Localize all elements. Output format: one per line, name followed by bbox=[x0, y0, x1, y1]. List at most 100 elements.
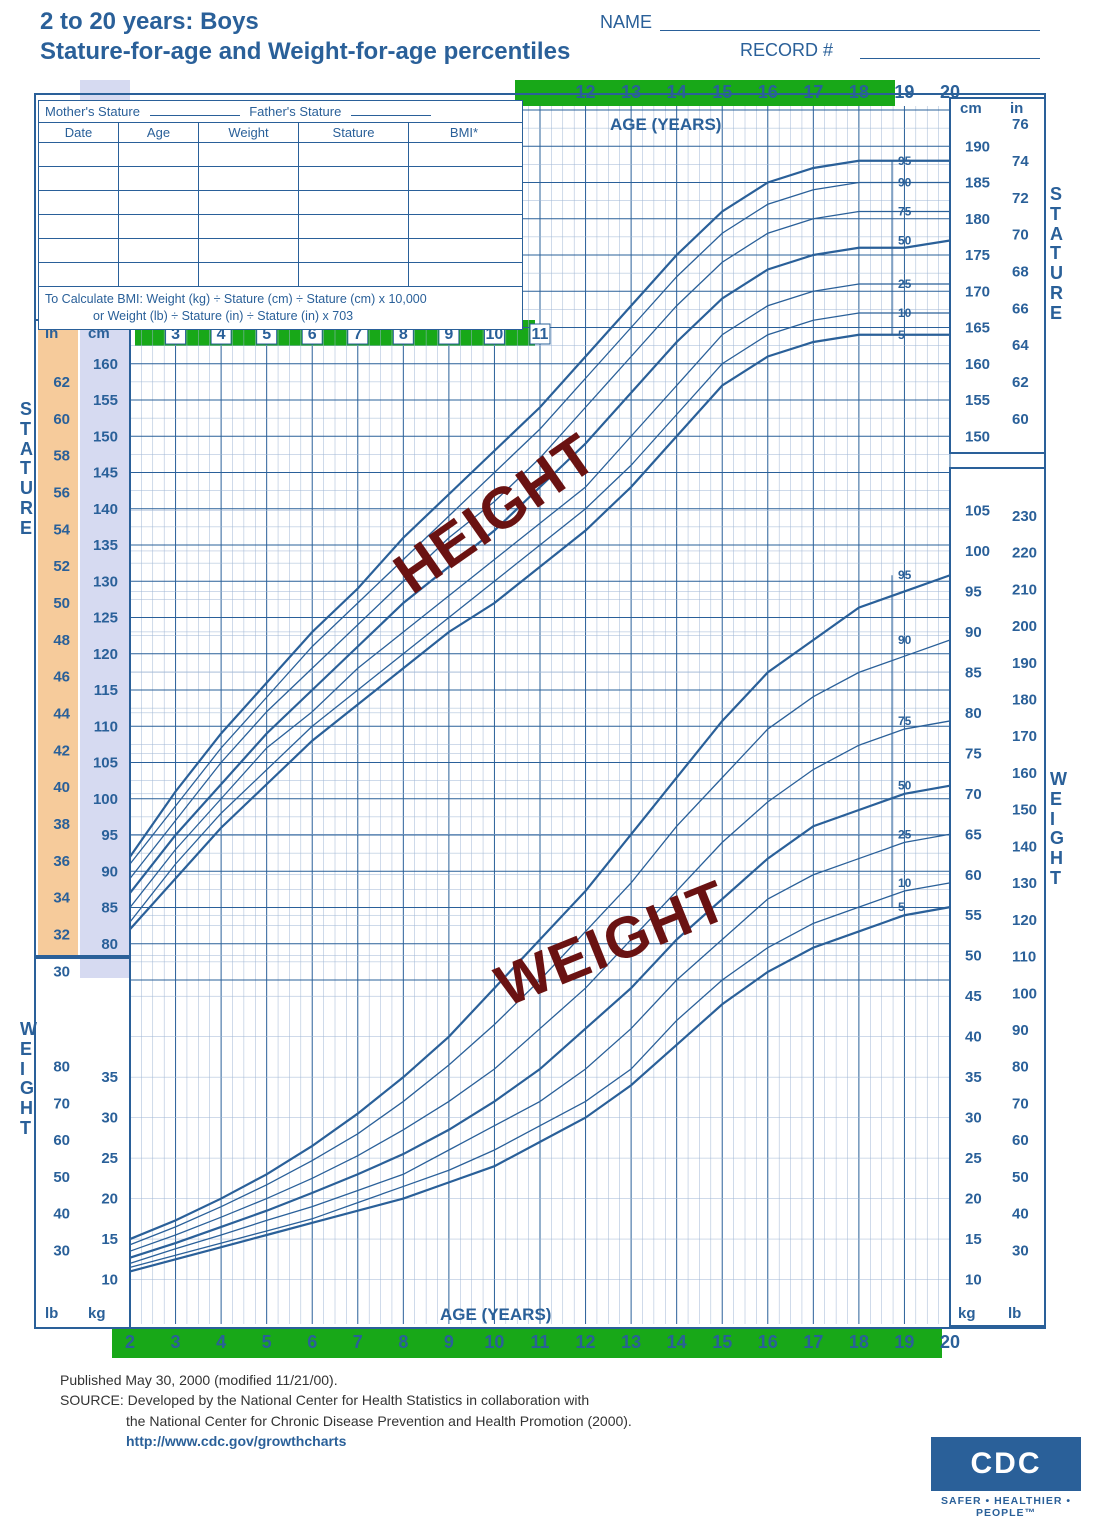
svg-text:35: 35 bbox=[965, 1069, 982, 1086]
in-label-tr: in bbox=[1010, 100, 1023, 117]
svg-text:60: 60 bbox=[965, 867, 982, 884]
svg-text:80: 80 bbox=[53, 1059, 70, 1076]
svg-text:155: 155 bbox=[93, 392, 118, 409]
record-input-line[interactable] bbox=[860, 58, 1040, 59]
svg-text:15: 15 bbox=[712, 1332, 732, 1350]
svg-text:160: 160 bbox=[1012, 765, 1037, 782]
svg-text:30: 30 bbox=[53, 963, 70, 980]
svg-text:18: 18 bbox=[849, 1332, 869, 1350]
table-row[interactable] bbox=[39, 263, 522, 287]
svg-text:95: 95 bbox=[965, 583, 982, 600]
svg-text:13: 13 bbox=[621, 82, 641, 102]
svg-text:10: 10 bbox=[965, 1272, 982, 1289]
svg-text:30: 30 bbox=[53, 1242, 70, 1259]
svg-text:40: 40 bbox=[1012, 1206, 1029, 1223]
table-row[interactable] bbox=[39, 143, 522, 167]
svg-text:10: 10 bbox=[101, 1272, 118, 1289]
svg-text:50: 50 bbox=[898, 779, 912, 793]
svg-text:40: 40 bbox=[53, 1206, 70, 1223]
weight-label-right: WEIGHT bbox=[1050, 770, 1071, 889]
svg-text:20: 20 bbox=[965, 1191, 982, 1208]
data-entry-table[interactable]: Mother's Stature Father's Stature Date A… bbox=[38, 100, 523, 330]
svg-text:220: 220 bbox=[1012, 545, 1037, 562]
cdc-tagline: SAFER • HEALTHIER • PEOPLE™ bbox=[931, 1495, 1081, 1519]
svg-text:25: 25 bbox=[898, 277, 912, 291]
svg-text:36: 36 bbox=[53, 853, 70, 870]
svg-text:70: 70 bbox=[965, 786, 982, 803]
table-row[interactable] bbox=[39, 167, 522, 191]
footer: Published May 30, 2000 (modified 11/21/0… bbox=[60, 1370, 960, 1451]
svg-text:40: 40 bbox=[965, 1029, 982, 1046]
svg-text:25: 25 bbox=[898, 827, 912, 841]
cm-label-tr: cm bbox=[960, 100, 982, 117]
svg-text:120: 120 bbox=[1012, 912, 1037, 929]
svg-text:105: 105 bbox=[965, 502, 990, 519]
svg-text:70: 70 bbox=[1012, 227, 1029, 244]
svg-text:50: 50 bbox=[965, 948, 982, 965]
svg-text:44: 44 bbox=[53, 705, 70, 722]
svg-text:11: 11 bbox=[530, 1332, 549, 1350]
svg-text:12: 12 bbox=[576, 1332, 596, 1350]
svg-text:3: 3 bbox=[171, 1332, 181, 1350]
svg-text:125: 125 bbox=[93, 610, 118, 627]
record-label: RECORD # bbox=[740, 40, 833, 61]
svg-text:110: 110 bbox=[1012, 949, 1036, 966]
svg-text:50: 50 bbox=[898, 234, 912, 248]
svg-text:55: 55 bbox=[965, 907, 982, 924]
title-line-1: 2 to 20 years: Boys bbox=[40, 8, 259, 36]
svg-text:66: 66 bbox=[1012, 300, 1029, 317]
table-row[interactable] bbox=[39, 239, 522, 263]
col-bmi: BMI* bbox=[409, 123, 519, 142]
svg-text:62: 62 bbox=[1012, 374, 1029, 391]
svg-text:145: 145 bbox=[93, 465, 118, 482]
svg-text:85: 85 bbox=[965, 664, 982, 681]
svg-text:210: 210 bbox=[1012, 581, 1037, 598]
svg-text:75: 75 bbox=[898, 714, 912, 728]
growthcharts-link[interactable]: http://www.cdc.gov/growthcharts bbox=[60, 1431, 960, 1451]
cdc-logo: CDC bbox=[931, 1437, 1081, 1491]
bmi-calc: To Calculate BMI: Weight (kg) ÷ Stature … bbox=[39, 287, 522, 329]
svg-text:5: 5 bbox=[898, 900, 905, 914]
age-label-top: AGE (YEARS) bbox=[610, 115, 721, 135]
name-input-line[interactable] bbox=[660, 30, 1040, 31]
svg-text:5: 5 bbox=[262, 1332, 272, 1350]
svg-text:110: 110 bbox=[94, 718, 118, 735]
svg-text:19: 19 bbox=[894, 82, 914, 102]
svg-text:58: 58 bbox=[53, 448, 70, 465]
svg-text:42: 42 bbox=[53, 742, 70, 759]
svg-text:95: 95 bbox=[101, 827, 118, 844]
svg-text:170: 170 bbox=[1012, 728, 1037, 745]
svg-text:64: 64 bbox=[1012, 337, 1029, 354]
svg-text:52: 52 bbox=[53, 558, 70, 575]
svg-text:140: 140 bbox=[1012, 838, 1037, 855]
col-weight: Weight bbox=[199, 123, 299, 142]
age-label-bottom: AGE (YEARS) bbox=[440, 1305, 551, 1325]
svg-text:50: 50 bbox=[1012, 1169, 1029, 1186]
table-header: Date Age Weight Stature BMI* bbox=[39, 123, 522, 143]
svg-text:15: 15 bbox=[712, 82, 732, 102]
svg-text:80: 80 bbox=[101, 936, 118, 953]
svg-text:200: 200 bbox=[1012, 618, 1037, 635]
table-row[interactable] bbox=[39, 215, 522, 239]
svg-text:17: 17 bbox=[803, 1332, 823, 1350]
svg-text:19: 19 bbox=[894, 1332, 914, 1350]
svg-text:85: 85 bbox=[101, 900, 118, 917]
svg-text:50: 50 bbox=[53, 1169, 70, 1186]
svg-text:70: 70 bbox=[1012, 1095, 1029, 1112]
svg-text:180: 180 bbox=[965, 211, 990, 228]
svg-text:9: 9 bbox=[444, 1332, 454, 1350]
source-line-2: the National Center for Chronic Disease … bbox=[60, 1411, 960, 1431]
svg-text:185: 185 bbox=[965, 175, 990, 192]
svg-text:11: 11 bbox=[532, 326, 549, 343]
svg-text:175: 175 bbox=[965, 247, 990, 264]
svg-text:50: 50 bbox=[53, 595, 70, 612]
title-line-2: Stature-for-age and Weight-for-age perce… bbox=[40, 38, 570, 66]
svg-text:90: 90 bbox=[898, 633, 912, 647]
kg-label-bl: kg bbox=[88, 1305, 106, 1322]
svg-text:90: 90 bbox=[965, 624, 982, 641]
svg-text:34: 34 bbox=[53, 890, 70, 907]
lb-label-bl: lb bbox=[45, 1305, 58, 1322]
svg-text:115: 115 bbox=[94, 682, 118, 699]
table-row[interactable] bbox=[39, 191, 522, 215]
svg-text:10: 10 bbox=[484, 1332, 504, 1350]
